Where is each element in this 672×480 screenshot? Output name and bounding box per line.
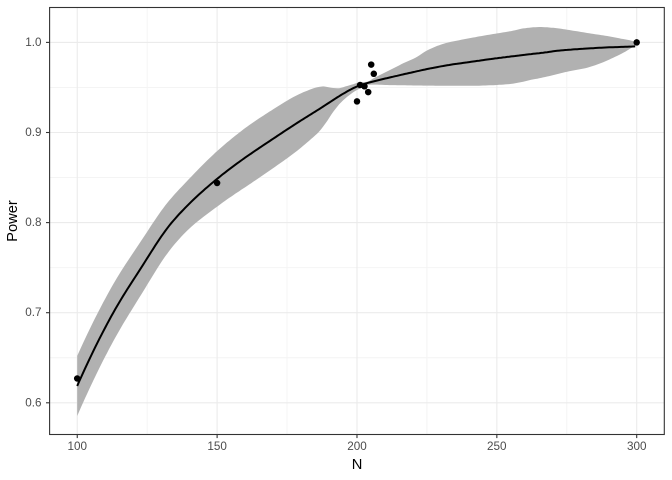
svg-text:Power: Power bbox=[5, 200, 21, 242]
svg-text:150: 150 bbox=[207, 440, 227, 453]
svg-text:0.7: 0.7 bbox=[25, 306, 41, 319]
svg-text:300: 300 bbox=[627, 440, 647, 453]
svg-text:0.6: 0.6 bbox=[25, 396, 41, 409]
svg-text:0.8: 0.8 bbox=[25, 216, 41, 229]
svg-text:100: 100 bbox=[67, 440, 87, 453]
svg-text:250: 250 bbox=[487, 440, 507, 453]
svg-text:1.0: 1.0 bbox=[25, 36, 42, 49]
svg-text:N: N bbox=[352, 457, 363, 473]
svg-text:200: 200 bbox=[347, 440, 367, 453]
svg-text:0.9: 0.9 bbox=[25, 126, 41, 139]
